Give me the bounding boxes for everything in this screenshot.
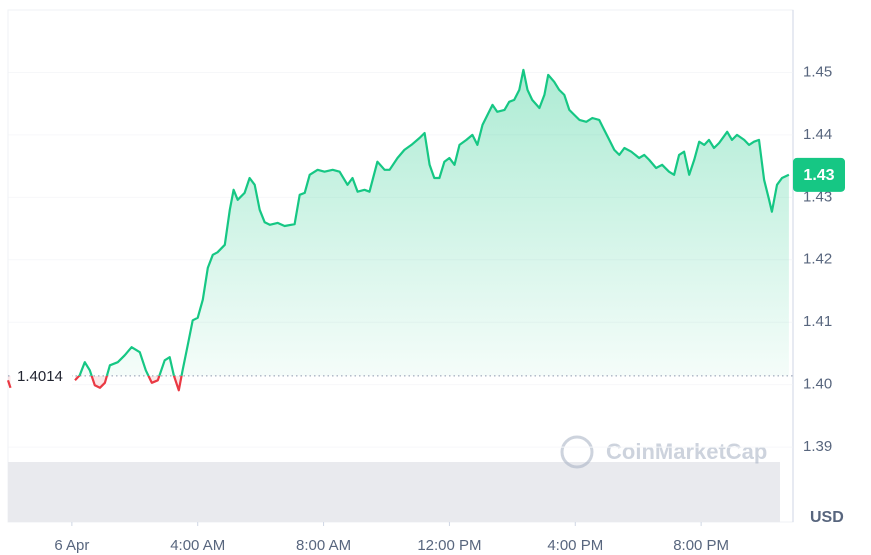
volume-band — [8, 462, 780, 522]
price-line — [77, 68, 790, 376]
price-tag: 1.43 — [803, 167, 834, 184]
x-tick-label: 6 Apr — [54, 537, 89, 554]
x-tick-label: 8:00 PM — [673, 537, 729, 554]
reference-label: 1.4014 — [17, 368, 63, 385]
y-tick-label: 1.41 — [803, 313, 832, 330]
y-tick-label: 1.45 — [803, 63, 832, 80]
reference-label-bg — [12, 365, 72, 386]
price-tag-bg — [793, 157, 845, 192]
y-tick-label: 1.42 — [803, 251, 832, 268]
x-tick-label: 8:00 AM — [296, 537, 351, 554]
price-area — [79, 69, 789, 376]
watermark-text: CoinMarketCap — [606, 439, 767, 464]
price-line-below — [6, 375, 183, 392]
y-tick-label: 1.43 — [803, 188, 832, 205]
x-tick-label: 4:00 AM — [170, 537, 225, 554]
y-tick-label: 1.44 — [803, 126, 832, 143]
y-tick-label: 1.40 — [803, 376, 832, 393]
watermark-logo — [560, 435, 594, 469]
y-axis-label: USD — [810, 509, 844, 526]
y-tick-label: 1.39 — [803, 438, 832, 455]
x-tick-label: 12:00 PM — [417, 537, 481, 554]
x-tick-label: 4:00 PM — [547, 537, 603, 554]
